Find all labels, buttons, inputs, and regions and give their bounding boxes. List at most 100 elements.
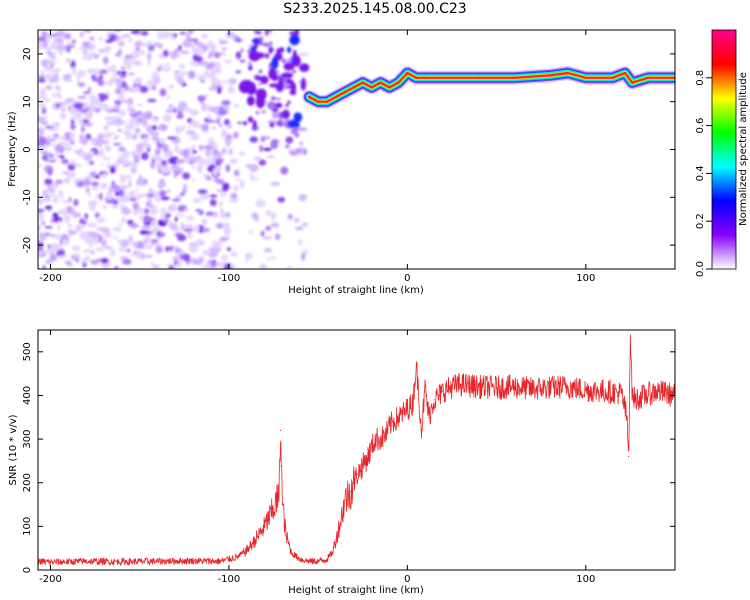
spectrogram-noise-blob <box>270 212 277 220</box>
spectrogram-plot-area <box>38 30 675 269</box>
spectrogram-noise-blob <box>134 155 140 163</box>
spectrogram-noise-blob <box>168 84 175 89</box>
spectrogram-noise-blob <box>225 142 231 147</box>
snr-data-point <box>85 560 87 562</box>
spectrogram-noise-blob <box>100 227 110 233</box>
spectrogram-strong-blob <box>283 62 295 71</box>
spectrogram-noise-blob <box>61 158 69 164</box>
spectrogram-noise-blob <box>223 118 230 126</box>
spectrogram-noise-blob <box>83 256 91 260</box>
spectral-ridge-point <box>379 81 382 84</box>
spectrogram-noise-blob <box>190 133 201 141</box>
spectrogram-noise-blob <box>292 70 297 74</box>
spectrogram-noise-blob <box>68 196 72 203</box>
spectrogram-noise-blob <box>101 104 107 111</box>
spectral-ridge-point <box>415 76 418 80</box>
spectrogram-noise-blob <box>230 252 239 257</box>
spectrogram-noise-blob <box>45 85 53 91</box>
spectrogram-noise-blob <box>223 59 232 64</box>
spectral-ridge-point <box>441 76 445 80</box>
snr-data-point <box>280 429 282 431</box>
spectrogram-noise-blob <box>90 181 100 186</box>
spectrogram-noise-blob <box>185 32 191 39</box>
spectrogram-noise-blob <box>162 143 169 153</box>
spectrogram-noise-blob <box>265 209 272 217</box>
snr-data-point <box>620 392 623 394</box>
spectrogram-noise-blob <box>95 247 105 252</box>
spectrogram-noise-blob <box>221 99 231 106</box>
spectrogram-noise-blob <box>92 76 100 82</box>
spectrogram-noise-blob <box>179 50 190 55</box>
spectrogram-strong-blob <box>269 122 275 127</box>
spectrogram-noise-blob <box>120 158 130 165</box>
snr-data-point <box>49 561 52 563</box>
spectrogram-noise-blob <box>150 239 159 243</box>
spectrogram-noise-blob <box>258 265 268 269</box>
snr-data-point <box>531 388 533 390</box>
spectrogram-noise-blob <box>197 256 204 264</box>
spectral-ridge-point <box>423 76 427 80</box>
spectrogram-noise-blob <box>52 212 59 219</box>
spectrogram-noise-blob <box>208 53 213 59</box>
spectrogram-noise-blob <box>104 45 112 53</box>
spectrogram-noise-blob <box>122 259 132 265</box>
spectrogram-strong-blob <box>286 46 292 53</box>
spectrogram-noise-blob <box>76 77 80 85</box>
spectrogram-noise-blob <box>56 37 64 45</box>
spectrogram-noise-blob <box>218 201 223 207</box>
snr-data-point <box>438 394 441 397</box>
snr-data-point <box>388 425 391 427</box>
snr-marks <box>38 330 675 567</box>
spectrogram-noise-blob <box>66 264 75 267</box>
spectrogram-noise-blob <box>224 40 229 44</box>
spectrogram-noise-blob <box>178 44 182 52</box>
spectrogram-noise-blob <box>220 80 231 83</box>
spectrogram-noise-blob <box>268 41 273 46</box>
spectral-ridge-point <box>388 86 391 89</box>
spectrogram-noise-blob <box>119 185 129 189</box>
spectrogram-noise-blob <box>117 239 124 244</box>
spectrogram-noise-blob <box>38 232 47 241</box>
spectrogram-noise-blob <box>163 113 172 123</box>
spectrogram-noise-blob <box>119 256 130 260</box>
spectrogram-noise-blob <box>105 146 111 150</box>
spectrogram-noise-blob <box>86 68 95 74</box>
snr-data-point <box>353 482 355 484</box>
spectrogram-noise-blob <box>66 172 72 179</box>
spectrogram-y-ticks: -20 -10 0 10 20 <box>22 48 675 253</box>
spectrogram-noise-blob <box>77 82 86 88</box>
spectrogram-noise-blob <box>227 124 232 129</box>
spectrogram-noise-blob <box>267 257 271 261</box>
spectrogram-noise-blob <box>82 249 92 253</box>
snr-data-point <box>603 390 605 392</box>
colorbar: 0.0 0.2 0.4 0.6 0.8 Normalized spectral ampl… <box>695 29 749 277</box>
spectrogram-noise-blob <box>134 40 143 47</box>
spectrogram-noise-blob <box>146 204 155 208</box>
spectrogram-noise-blob <box>75 245 81 252</box>
snr-frame <box>37 329 676 571</box>
spectrogram-strong-blob <box>268 83 281 88</box>
spectrogram-noise-blob <box>142 239 149 244</box>
spectrogram-noise-blob <box>90 250 95 255</box>
spectrogram-noise-blob <box>131 133 138 141</box>
spectrogram-noise-blob <box>41 151 51 155</box>
snr-data-point <box>371 447 373 449</box>
spectral-ridge-point <box>334 95 338 99</box>
spectrogram-noise-blob <box>68 228 72 237</box>
spectrogram-noise-blob <box>146 52 152 61</box>
colorbar-label: Normalized spectral amplitude <box>738 72 749 226</box>
spectrogram-noise-blob <box>150 135 160 141</box>
spectrogram-noise-blob <box>261 263 265 267</box>
colorbar-tick-label: 0.6 <box>695 118 706 134</box>
spectrogram-noise-blob <box>46 157 56 161</box>
spectrogram-noise-blob <box>141 119 148 127</box>
spectrogram-noise-blob <box>59 136 67 140</box>
spectrogram-noise-blob <box>186 215 195 221</box>
spectrogram-noise-blob <box>54 196 59 204</box>
spectrogram-noise-blob <box>182 172 191 180</box>
spectrogram-noise-blob <box>123 130 132 136</box>
spectrogram-noise-blob <box>113 142 122 146</box>
spectrogram-x-ticks: -200 -100 0 100 <box>39 30 595 284</box>
spectrogram-noise-blob <box>171 202 177 210</box>
spectrogram-noise-blob <box>227 85 235 94</box>
